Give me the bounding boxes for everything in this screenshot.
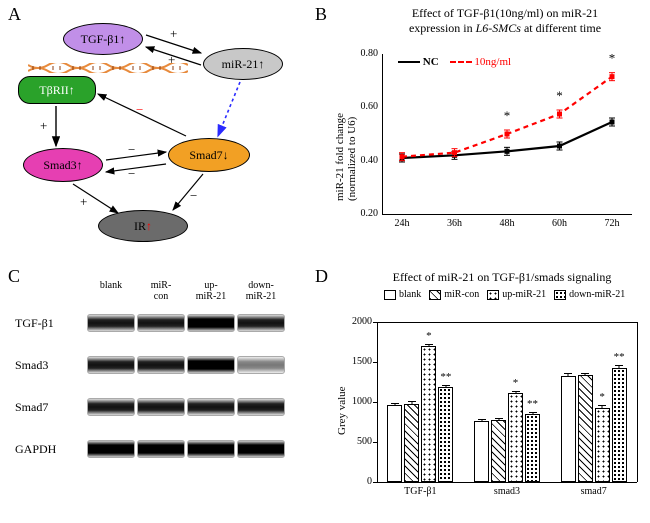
sign-tbr2-smad3: + — [40, 118, 47, 134]
bar — [578, 375, 593, 482]
ir-up-arrow: ↑ — [146, 219, 152, 234]
blot-lane — [187, 356, 235, 374]
blot-lane — [237, 398, 285, 416]
panel-b-chart: Effect of TGF-β1(10ng/ml) on miR-21 expr… — [320, 6, 640, 252]
blot-lane — [237, 314, 285, 332]
panel-b-legend: NC 10ng/ml — [398, 56, 511, 68]
bar: ** — [525, 414, 540, 482]
panel-c-blot: blankmiR-conup-miR-21down-miR-21 TGF-β1 S… — [15, 280, 315, 510]
panel-b-xtick: 36h — [440, 218, 470, 229]
blot-row-label: GAPDH — [15, 442, 56, 457]
bar — [561, 376, 576, 482]
blot-lane — [87, 356, 135, 374]
lane-header: blank — [87, 280, 135, 291]
blot-lane — [187, 398, 235, 416]
panel-d-ytick: 2000 — [344, 316, 372, 327]
panel-d-ytick: 500 — [344, 436, 372, 447]
panel-b-title: Effect of TGF-β1(10ng/ml) on miR-21 expr… — [370, 6, 640, 36]
panel-d-chart: Effect of miR-21 on TGF-β1/smads signali… — [322, 270, 642, 520]
node-smad7: Smad7↓ — [168, 138, 250, 172]
panel-d-xtick: TGF-β1 — [377, 486, 464, 497]
svg-text:*: * — [504, 108, 511, 123]
blot-row — [87, 314, 285, 332]
blot-lane — [137, 356, 185, 374]
node-smad3: Smad3↑ — [23, 148, 103, 182]
panel-d-ylabel: Grey value — [336, 335, 348, 435]
panel-d-title: Effect of miR-21 on TGF-β1/smads signali… — [362, 270, 642, 285]
panel-b-xtick: 72h — [597, 218, 627, 229]
bar: * — [508, 393, 523, 482]
blot-lane — [187, 440, 235, 458]
node-tgfb1: TGF-β1↑ — [63, 23, 143, 55]
lane-header: up-miR-21 — [187, 280, 235, 302]
lane-header: miR-con — [137, 280, 185, 302]
panel-d-legend: blank miR-con up-miR-21 down-miR-21 — [384, 288, 644, 303]
blot-lane — [237, 356, 285, 374]
panel-a-diagram: TGF-β1↑ miR-21↑ TβRII↑ Smad3↑ Smad7↓ IR↑… — [18, 18, 308, 248]
panel-d-xtick: smad3 — [464, 486, 551, 497]
node-tbr2: TβRII↑ — [18, 76, 96, 104]
legend-entry: up-miR-21 — [487, 288, 546, 302]
legend-entry: down-miR-21 — [554, 288, 625, 302]
bar — [387, 405, 402, 482]
sign-smad7-tbr2: − — [136, 102, 143, 118]
bar — [404, 404, 419, 482]
bar: * — [421, 346, 436, 482]
blot-row-label: TGF-β1 — [15, 316, 54, 331]
panel-b-ylabel: miR-21 fold change (normalized to U6) — [334, 41, 358, 201]
blot-lane — [87, 440, 135, 458]
legend-entry: miR-con — [429, 288, 479, 302]
panel-b-xtick: 24h — [387, 218, 417, 229]
bar: * — [595, 408, 610, 482]
blot-lane — [87, 314, 135, 332]
sign-smad3-ir: + — [80, 194, 87, 210]
blot-lane — [137, 398, 185, 416]
blot-lane — [137, 440, 185, 458]
bar: ** — [612, 368, 627, 482]
dna-band — [28, 60, 188, 68]
sign-tgfb1-mir21-top: + — [170, 26, 177, 42]
svg-text:*: * — [556, 88, 563, 103]
sign-tgfb1-mir21-bot: + — [168, 52, 175, 68]
blot-row — [87, 440, 285, 458]
node-ir: IR↑ — [98, 210, 188, 242]
blot-row — [87, 398, 285, 416]
lane-header: down-miR-21 — [237, 280, 285, 302]
sign-smad3-smad7-top: − — [128, 142, 135, 158]
panel-b-xtick: 48h — [492, 218, 522, 229]
legend-entry: blank — [384, 288, 421, 302]
svg-text:*: * — [609, 54, 616, 66]
panel-d-ytick: 1500 — [344, 356, 372, 367]
blot-lane — [187, 314, 235, 332]
panel-d-ytick: 0 — [344, 476, 372, 487]
blot-row — [87, 356, 285, 374]
panel-d-ytick: 1000 — [344, 396, 372, 407]
panel-b-xtick: 60h — [545, 218, 575, 229]
blot-lane — [87, 398, 135, 416]
blot-lane — [237, 440, 285, 458]
node-mir21: miR-21↑ — [203, 48, 283, 80]
sign-smad7-smad3-bot: − — [128, 166, 135, 182]
blot-row-label: Smad3 — [15, 358, 48, 373]
bar — [474, 421, 489, 482]
blot-lane — [137, 314, 185, 332]
bar — [491, 420, 506, 482]
bar: ** — [438, 387, 453, 482]
panel-b-ytick: 0.20 — [350, 208, 378, 219]
panel-d-xtick: smad7 — [550, 486, 637, 497]
blot-row-label: Smad7 — [15, 400, 48, 415]
sign-smad7-ir: − — [190, 188, 197, 204]
